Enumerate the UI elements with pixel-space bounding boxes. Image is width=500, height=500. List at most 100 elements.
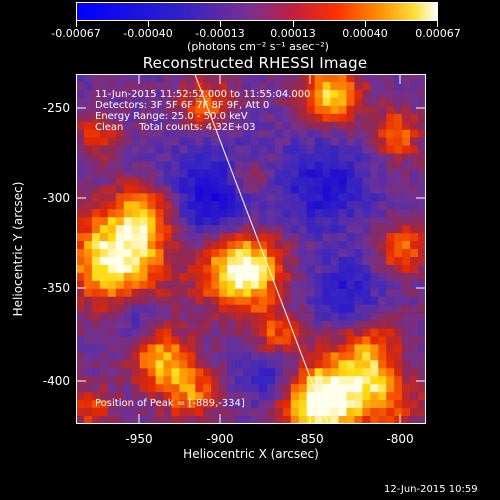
heatmap-cell — [330, 256, 339, 266]
heatmap-cell — [211, 280, 220, 290]
heatmap-cell — [195, 264, 204, 274]
heatmap-cell — [123, 121, 132, 130]
heatmap-cell — [171, 193, 180, 202]
heatmap-cell — [346, 97, 355, 107]
heatmap-cell — [322, 328, 331, 337]
heatmap-cell — [187, 137, 196, 146]
heatmap-cell — [330, 384, 339, 393]
heatmap-cell — [378, 376, 387, 385]
heatmap-cell — [378, 161, 387, 170]
heatmap-cell — [346, 352, 355, 361]
heatmap-cell — [402, 225, 411, 234]
heatmap-cell — [227, 312, 236, 321]
heatmap-cell — [362, 296, 371, 305]
heatmap-cell — [195, 400, 204, 409]
heatmap-cell — [370, 360, 379, 369]
heatmap-cell — [219, 272, 228, 282]
heatmap-cell — [410, 280, 419, 290]
heatmap-cell — [179, 241, 188, 250]
heatmap-cell — [282, 360, 292, 369]
heatmap-cell — [314, 129, 323, 138]
heatmap-cell — [235, 328, 244, 337]
heatmap-cell — [378, 145, 387, 154]
heatmap-cell — [322, 217, 331, 226]
heatmap-cell — [211, 288, 220, 298]
heatmap-cell — [290, 201, 300, 210]
heatmap-cell — [99, 408, 109, 417]
heatmap-cell — [266, 344, 276, 353]
heatmap-cell — [322, 352, 331, 361]
heatmap-cell — [266, 81, 276, 91]
heatmap-cell — [362, 185, 371, 194]
heatmap-cell — [187, 296, 196, 305]
heatmap-cell — [362, 233, 371, 242]
heatmap-cell — [171, 320, 180, 329]
heatmap-cell — [354, 145, 363, 154]
heatmap-cell — [131, 241, 140, 250]
heatmap-cell — [131, 256, 140, 266]
heatmap-cell — [235, 121, 244, 130]
heatmap-cell — [394, 312, 403, 321]
heatmap-cell — [402, 177, 411, 186]
heatmap-cell — [123, 241, 132, 250]
heatmap-cell — [163, 225, 172, 234]
heatmap-cell — [243, 193, 252, 202]
heatmap-cell — [338, 74, 347, 83]
heatmap-cell — [290, 185, 300, 194]
heatmap-cell — [322, 185, 331, 194]
heatmap-cell — [76, 400, 85, 409]
heatmap-cell — [362, 320, 371, 329]
heatmap-cell — [418, 336, 426, 345]
heatmap-cell — [131, 145, 140, 154]
heatmap-cell — [203, 392, 212, 401]
heatmap-cell — [187, 304, 196, 313]
heatmap-cell — [219, 97, 228, 107]
heatmap-cell — [386, 296, 395, 305]
heatmap-cell — [338, 137, 347, 146]
heatmap-cell — [251, 161, 260, 170]
heatmap-cell — [99, 320, 109, 329]
heatmap-cell — [330, 129, 339, 138]
heatmap-cell — [227, 201, 236, 210]
heatmap-cell — [346, 161, 355, 170]
heatmap-cell — [123, 161, 132, 170]
heatmap-cell — [211, 336, 220, 345]
heatmap-cell — [386, 185, 395, 194]
heatmap-cell — [203, 320, 212, 329]
heatmap-cell — [123, 312, 132, 321]
heatmap-cell — [195, 272, 204, 282]
heatmap-cell — [354, 304, 363, 313]
heatmap-cell — [346, 256, 355, 266]
heatmap-cell — [91, 344, 101, 353]
heatmap-cell — [195, 201, 204, 210]
heatmap-cell — [290, 256, 300, 266]
heatmap-cell — [274, 272, 284, 282]
heatmap-cell — [163, 105, 172, 115]
heatmap-cell — [402, 360, 411, 369]
heatmap-cell — [211, 416, 220, 424]
heatmap-cell — [171, 264, 180, 274]
heatmap-cell — [266, 241, 276, 250]
heatmap-cell — [282, 113, 292, 123]
heatmap-cell — [330, 400, 339, 409]
heatmap-cell — [187, 328, 196, 337]
heatmap-cell — [370, 185, 379, 194]
heatmap-cell — [147, 328, 156, 337]
heatmap-cell — [258, 304, 268, 313]
heatmap-cell — [410, 161, 419, 170]
heatmap-cell — [91, 233, 101, 242]
heatmap-cell — [83, 89, 93, 99]
heatmap-cell — [179, 280, 188, 290]
heatmap-cell — [171, 368, 180, 377]
heatmap-cell — [338, 400, 347, 409]
heatmap-cell — [83, 217, 93, 226]
heatmap-cell — [235, 161, 244, 170]
heatmap-cell — [386, 400, 395, 409]
heatmap-cell — [418, 185, 426, 194]
heatmap-cell — [91, 336, 101, 345]
heatmap-cell — [139, 304, 148, 313]
heatmap-cell — [346, 368, 355, 377]
heatmap-cell — [402, 304, 411, 313]
heatmap-cell — [219, 169, 228, 178]
heatmap-cell — [298, 264, 307, 274]
